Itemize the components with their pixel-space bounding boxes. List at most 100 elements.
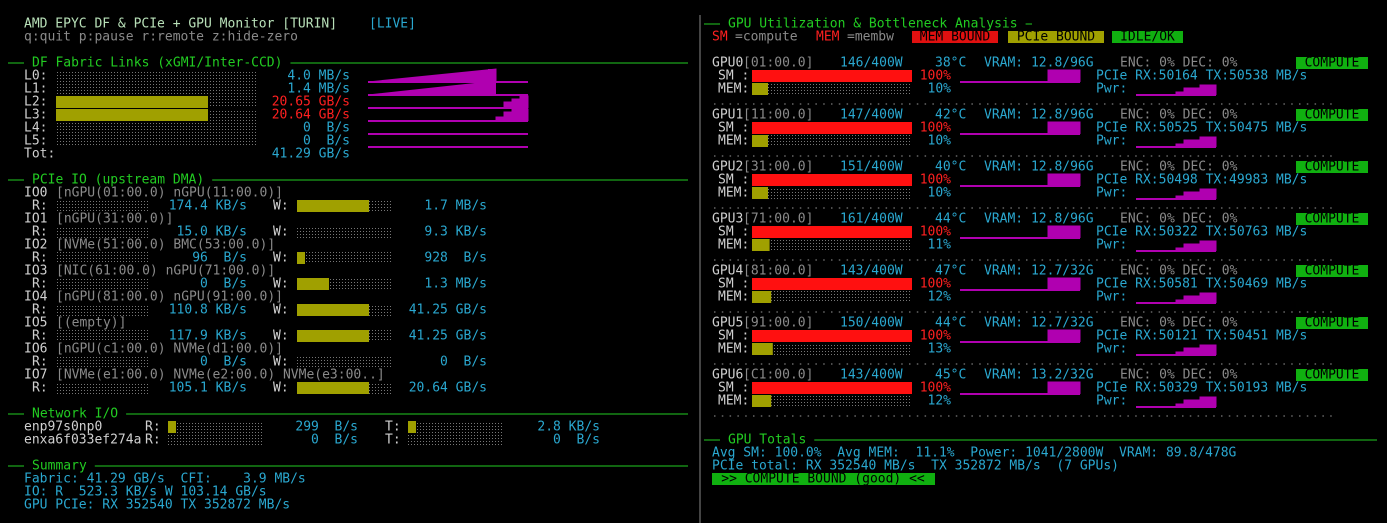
- read-rate: 15.0 KB/s: [177, 225, 247, 240]
- sm-pct: 100%: [920, 173, 951, 188]
- sm-pct: 100%: [920, 69, 951, 84]
- gpu-name: GPU1: [712, 108, 743, 123]
- state-badge: [1112, 31, 1183, 43]
- mem-label: MEM:: [718, 82, 749, 97]
- pwr-label: Pwr:: [1096, 342, 1127, 357]
- state-badge: [1296, 57, 1368, 69]
- gpu-vram: VRAM: 12.8/96G: [984, 160, 1094, 175]
- gpu-bus: [91:00.0]: [743, 316, 813, 331]
- sm-pct: 100%: [920, 381, 951, 396]
- gpu-codec: ENC: 0% DEC: 0%: [1120, 212, 1238, 227]
- gpu-temp: 42°C: [935, 108, 966, 123]
- meter-bg: [297, 356, 392, 368]
- link-bar: [56, 96, 208, 108]
- gpu-name: GPU3: [712, 212, 743, 227]
- port-name: IO0: [24, 186, 47, 201]
- meter-bg: [56, 226, 150, 238]
- mem-pct: 10%: [928, 186, 952, 201]
- state-name: PCIe BOUND: [1017, 30, 1095, 45]
- gpu-pcie: PCIe RX:50164 TX:50538 MB/s: [1096, 69, 1307, 84]
- gpu-codec: ENC: 0% DEC: 0%: [1120, 316, 1238, 331]
- tx-bar: [408, 421, 416, 433]
- state-badge: [912, 31, 998, 43]
- sm-pct: 100%: [920, 329, 951, 344]
- mem-label: MEM:: [718, 238, 749, 253]
- sm-label: SM :: [718, 121, 749, 136]
- w-label: W:: [273, 381, 289, 396]
- write-bar: [297, 278, 329, 290]
- port-devices: [NVMe(e1:00.0) NVMe(e2:00.0) NVMe(e3:00.…: [56, 368, 385, 383]
- gpu-temp: 38°C: [935, 56, 966, 71]
- gpu-state: COMPUTE: [1305, 56, 1360, 71]
- w-label: W:: [273, 199, 289, 214]
- sm-label: SM :: [718, 329, 749, 344]
- sm-label: SM :: [718, 277, 749, 292]
- port-devices: [nGPU(c1:00.0) NVMe(d1:00.0)]: [56, 342, 283, 357]
- total-value: 41.29 GB/s: [272, 147, 350, 162]
- meter-bg: [168, 434, 262, 446]
- link-label: L3:: [24, 108, 47, 123]
- gpu-state: COMPUTE: [1305, 368, 1360, 383]
- gpu-pcie: PCIe RX:50525 TX:50475 MB/s: [1096, 121, 1307, 136]
- iface-name: enp97s0np0: [24, 420, 102, 435]
- state-name: IDLE/OK: [1120, 30, 1175, 45]
- mem-bar: [752, 239, 770, 251]
- gpu-power: 143/400W: [840, 264, 903, 279]
- mem-bar: [752, 83, 768, 95]
- write-bar: [297, 200, 369, 212]
- rx-rate: 299 B/s: [295, 420, 358, 435]
- pwr-label: Pwr:: [1096, 186, 1127, 201]
- mem-pct: 10%: [928, 82, 952, 97]
- write-bar: [297, 252, 305, 264]
- legend-mem: MEM: [816, 30, 840, 45]
- gpu-codec: ENC: 0% DEC: 0%: [1120, 108, 1238, 123]
- state-badge: [1296, 265, 1368, 277]
- gpu-temp: 47°C: [935, 264, 966, 279]
- meter-bg: [408, 434, 502, 446]
- gpu-state: COMPUTE: [1305, 316, 1360, 331]
- read-rate: 0 B/s: [200, 355, 247, 370]
- write-rate: 1.7 MB/s: [424, 199, 487, 214]
- r-label: R:: [145, 420, 161, 435]
- port-name: IO3: [24, 264, 47, 279]
- w-label: W:: [273, 225, 289, 240]
- state-badge: [1296, 161, 1368, 173]
- w-label: W:: [273, 251, 289, 266]
- gpu-pcie: PCIe RX:50329 TX:50193 MB/s: [1096, 381, 1307, 396]
- gpu-power: 161/400W: [840, 212, 903, 227]
- w-label: W:: [273, 329, 289, 344]
- gpu-vram: VRAM: 12.8/96G: [984, 108, 1094, 123]
- gpu-vram: VRAM: 13.2/32G: [984, 368, 1094, 383]
- mem-label: MEM:: [718, 342, 749, 357]
- meter-bg: [56, 122, 256, 134]
- port-devices: [nGPU(81:00.0) nGPU(91:00.0)]: [56, 290, 283, 305]
- r-label: R:: [145, 433, 161, 448]
- gpu-pcie: PCIe RX:50121 TX:50451 MB/s: [1096, 329, 1307, 344]
- gpu-power: 143/400W: [840, 368, 903, 383]
- verdict: >> COMPUTE BOUND (good) <<: [721, 472, 925, 487]
- gpu-temp: 40°C: [935, 160, 966, 175]
- pwr-label: Pwr:: [1096, 394, 1127, 409]
- summary-line: Fabric: 41.29 GB/s CFI: 3.9 MB/s: [24, 472, 306, 487]
- gpu-state: COMPUTE: [1305, 264, 1360, 279]
- gpu-vram: VRAM: 12.8/96G: [984, 212, 1094, 227]
- port-devices: [nGPU(31:00.0)]: [56, 212, 173, 227]
- gpu-name: GPU4: [712, 264, 743, 279]
- r-label: R:: [32, 251, 48, 266]
- mem-pct: 10%: [928, 134, 952, 149]
- meter-bg: [752, 291, 912, 303]
- write-bar: [297, 304, 369, 316]
- meter-bg: [408, 421, 502, 433]
- meter-bg: [752, 343, 912, 355]
- gpu-pcie: PCIe RX:50498 TX:49983 MB/s: [1096, 173, 1307, 188]
- meter-bg: [752, 239, 912, 251]
- read-rate: 96 B/s: [192, 251, 247, 266]
- sm-label: SM :: [718, 225, 749, 240]
- gpu-name: GPU5: [712, 316, 743, 331]
- meter-bg: [56, 330, 150, 342]
- read-rate: 0 B/s: [200, 277, 247, 292]
- port-name: IO4: [24, 290, 48, 305]
- gpu-temp: 44°C: [935, 316, 966, 331]
- total-label: Tot:: [24, 147, 55, 162]
- tx-rate: 2.8 KB/s: [537, 420, 600, 435]
